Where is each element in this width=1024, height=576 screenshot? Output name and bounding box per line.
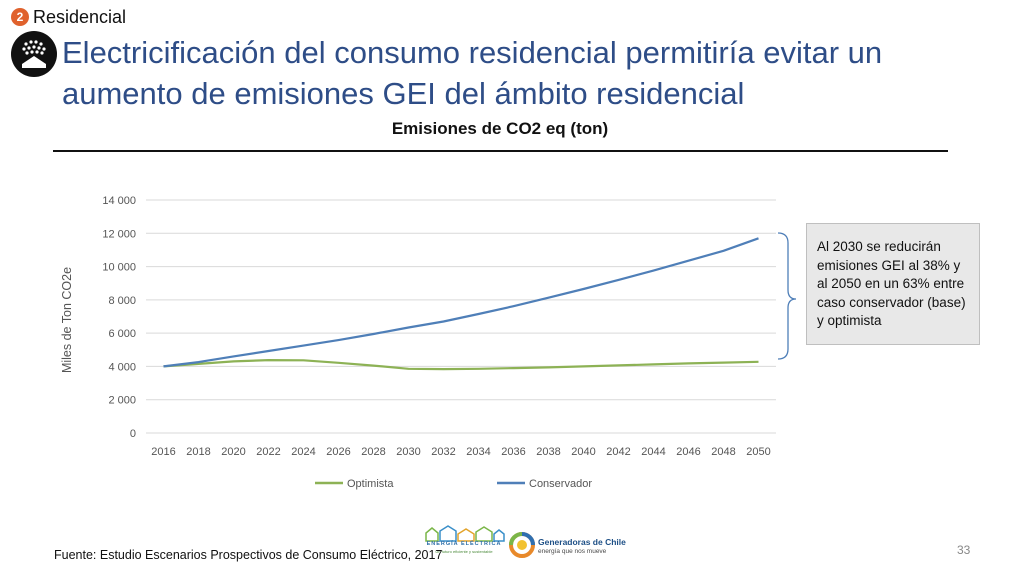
x-tick-label: 2036 — [501, 446, 525, 458]
page-number: 33 — [957, 543, 971, 557]
x-tick-label: 2032 — [431, 446, 455, 458]
annotation-text: Al 2030 se reducirán emisiones GEI al 38… — [817, 239, 966, 328]
x-tick-label: 2030 — [396, 446, 420, 458]
generadoras-de-chile-logo: Generadoras de Chile energía que nos mue… — [508, 528, 626, 562]
x-tick-label: 2048 — [711, 446, 735, 458]
x-tick-label: 2046 — [676, 446, 700, 458]
section-label: Residencial — [33, 6, 127, 27]
house-bulbs-icon — [11, 31, 57, 77]
logo2-name: Generadoras de Chile — [538, 537, 626, 547]
x-tick-label: 2050 — [746, 446, 770, 458]
series-line-conservador — [163, 237, 759, 368]
title-divider — [53, 150, 948, 152]
y-tick-label: 8 000 — [108, 295, 136, 307]
legend: Optimista Conservador — [315, 478, 592, 490]
y-tick-labels: 0 2 000 4 000 6 000 8 000 10 000 12 000 14 000 — [102, 195, 136, 440]
x-tick-label: 2044 — [641, 446, 665, 458]
section-number: 2 — [11, 8, 29, 26]
y-tick-label: 10 000 — [102, 262, 136, 274]
y-tick-label: 14 000 — [102, 195, 136, 207]
logo1-subtext: Un futuro eficiente y sustentable — [435, 549, 493, 554]
x-tick-label: 2034 — [466, 446, 490, 458]
source-note: Fuente: Estudio Escenarios Prospectivos … — [54, 548, 443, 562]
page-title: Electricificación del consumo residencia… — [62, 35, 883, 111]
x-tick-label: 2024 — [291, 446, 315, 458]
x-tick-label: 2016 — [151, 446, 175, 458]
x-tick-label: 2042 — [606, 446, 630, 458]
y-tick-label: 0 — [130, 428, 136, 440]
series-line-optimista — [163, 359, 759, 371]
y-tick-label: 12 000 — [102, 228, 136, 240]
section-tag: 2 Residencial — [11, 6, 126, 28]
bracket — [777, 232, 797, 360]
chart-title: Emisiones de CO2 eq (ton) — [391, 119, 609, 138]
energia-electrica-logo: ENERGÍA ELÉCTRICA Un futuro eficiente y … — [422, 525, 506, 565]
logo2-tagline: energía que nos mueve — [538, 548, 607, 555]
gridlines — [146, 199, 776, 434]
legend-label-conservador: Conservador — [529, 478, 592, 490]
legend-label-optimista: Optimista — [347, 478, 394, 490]
x-tick-label: 2028 — [361, 446, 385, 458]
x-tick-label: 2022 — [256, 446, 280, 458]
y-tick-label: 4 000 — [108, 361, 136, 373]
x-tick-label: 2026 — [326, 446, 350, 458]
x-tick-label: 2018 — [186, 446, 210, 458]
logo1-text: ENERGÍA ELÉCTRICA — [426, 541, 502, 547]
annotation-box: Al 2030 se reducirán emisiones GEI al 38… — [806, 223, 980, 345]
y-tick-label: 6 000 — [108, 328, 136, 340]
x-tick-label: 2020 — [221, 446, 245, 458]
y-axis-label: Miles de Ton CO2e — [60, 267, 74, 373]
generadoras-emblem-icon — [509, 532, 535, 558]
x-tick-label: 2040 — [571, 446, 595, 458]
x-tick-labels: 2016 2018 2020 2022 2024 2026 2028 2030 2032 2034… — [151, 446, 770, 458]
x-tick-label: 2038 — [536, 446, 560, 458]
y-tick-label: 2 000 — [108, 395, 136, 407]
series-lines — [163, 237, 759, 371]
